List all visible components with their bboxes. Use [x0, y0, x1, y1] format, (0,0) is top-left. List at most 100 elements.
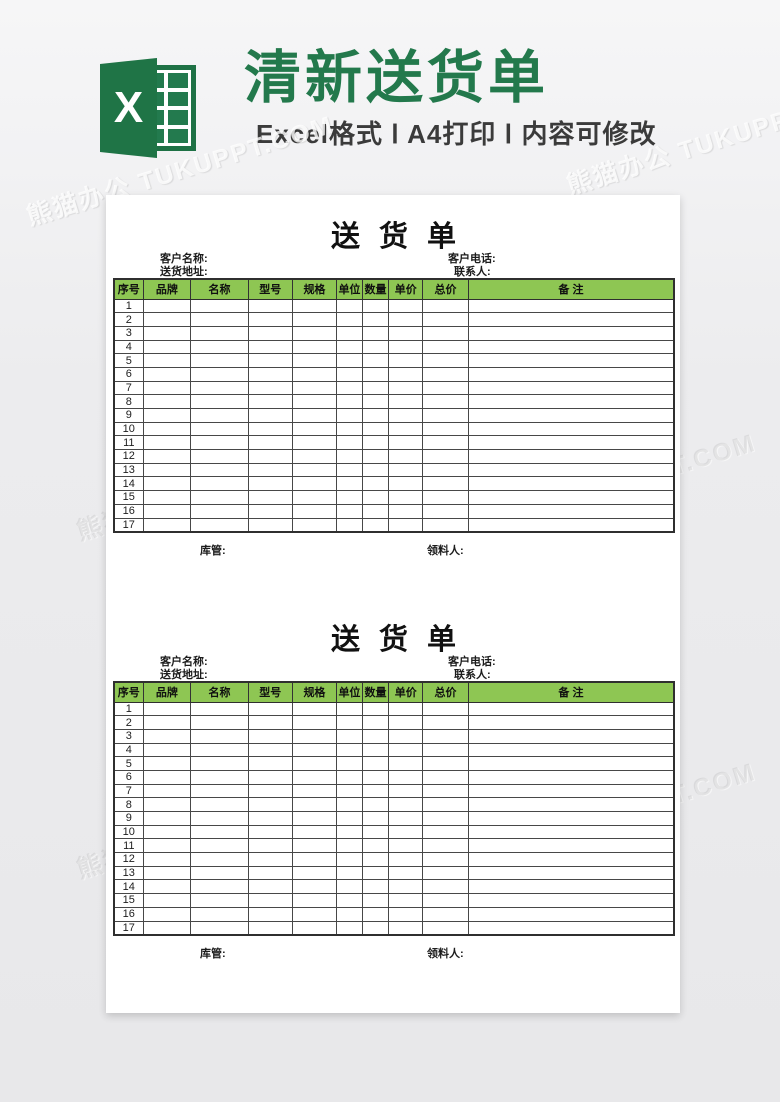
empty-cell [247, 838, 293, 854]
table-row: 9 [113, 811, 675, 826]
row-number-cell: 6 [113, 769, 144, 785]
column-header: 数量 [361, 278, 390, 300]
empty-cell [422, 783, 469, 799]
empty-cell [336, 797, 363, 812]
row-number-cell: 4 [113, 742, 144, 758]
empty-cell [291, 449, 338, 464]
empty-cell [142, 312, 192, 327]
empty-cell [142, 517, 192, 533]
table-row: 11 [113, 435, 675, 451]
empty-cell [142, 811, 192, 826]
empty-cell [142, 715, 192, 730]
empty-cell [291, 797, 338, 812]
excel-logo-letter: X [113, 83, 144, 132]
row-number-cell: 17 [113, 920, 144, 936]
empty-cell [247, 879, 293, 895]
empty-cell [247, 339, 293, 355]
empty-cell [142, 490, 192, 505]
empty-cell [467, 462, 675, 478]
empty-cell [336, 462, 363, 478]
empty-cell [190, 325, 249, 341]
empty-cell [361, 728, 390, 744]
empty-cell [190, 797, 249, 812]
table-row: 1 [113, 701, 675, 717]
empty-cell [388, 462, 423, 478]
empty-cell [247, 380, 293, 396]
empty-cell [422, 490, 469, 505]
empty-cell [467, 715, 675, 730]
table-row: 4 [113, 742, 675, 758]
empty-cell [422, 408, 469, 423]
empty-cell [291, 879, 338, 895]
empty-cell [422, 715, 469, 730]
empty-cell [467, 312, 675, 327]
empty-cell [190, 811, 249, 826]
empty-cell [190, 769, 249, 785]
table-row: 3 [113, 325, 675, 341]
empty-cell [190, 435, 249, 451]
empty-cell [388, 353, 423, 368]
empty-cell [361, 449, 390, 464]
empty-cell [247, 728, 293, 744]
empty-cell [291, 838, 338, 854]
empty-cell [388, 380, 423, 396]
empty-cell [291, 906, 338, 922]
excel-logo-sheet [144, 65, 196, 151]
empty-cell [361, 312, 390, 327]
empty-cell [388, 742, 423, 758]
row-number-cell: 10 [113, 824, 144, 840]
row-number-cell: 7 [113, 380, 144, 396]
empty-cell [467, 353, 675, 368]
column-header: 规格 [291, 278, 338, 300]
a4-page-preview: 送 货 单 客户名称: 送货地址: 客户电话: 联系人: 序号 品牌 名称 型号 规格单… [106, 195, 680, 1013]
empty-cell [142, 408, 192, 423]
empty-cell [336, 476, 363, 492]
empty-cell [361, 797, 390, 812]
empty-cell [422, 811, 469, 826]
empty-cell [467, 394, 675, 409]
empty-cell [467, 893, 675, 908]
empty-cell [422, 517, 469, 533]
empty-cell [467, 421, 675, 437]
empty-cell [291, 366, 338, 382]
empty-cell [467, 797, 675, 812]
empty-cell [422, 879, 469, 895]
empty-cell [361, 742, 390, 758]
empty-cell [190, 879, 249, 895]
empty-cell [247, 701, 293, 717]
empty-cell [361, 462, 390, 478]
empty-cell [247, 408, 293, 423]
column-header: 单价 [388, 681, 423, 703]
empty-cell [422, 906, 469, 922]
empty-cell [336, 906, 363, 922]
empty-cell [247, 824, 293, 840]
empty-cell [190, 312, 249, 327]
delivery-note-title: 送 货 单 [330, 221, 458, 253]
column-header: 规格 [291, 681, 338, 703]
empty-cell [336, 838, 363, 854]
empty-cell [291, 408, 338, 423]
empty-cell [422, 728, 469, 744]
row-number-cell: 10 [113, 421, 144, 437]
empty-cell [388, 838, 423, 854]
empty-cell [336, 756, 363, 771]
empty-cell [361, 325, 390, 341]
table-row: 4 [113, 339, 675, 355]
empty-cell [422, 366, 469, 382]
empty-cell [336, 728, 363, 744]
empty-cell [467, 449, 675, 464]
empty-cell [388, 811, 423, 826]
delivery-note-footer: 库管: 领料人: [113, 945, 675, 961]
table-row: 1 [113, 298, 675, 314]
empty-cell [291, 728, 338, 744]
column-header: 品牌 [142, 681, 192, 703]
empty-cell [336, 769, 363, 785]
empty-cell [247, 503, 293, 519]
empty-cell [291, 783, 338, 799]
empty-cell [247, 893, 293, 908]
table-row: 10 [113, 421, 675, 437]
empty-cell [388, 408, 423, 423]
empty-cell [142, 476, 192, 492]
table-row: 10 [113, 824, 675, 840]
empty-cell [291, 312, 338, 327]
